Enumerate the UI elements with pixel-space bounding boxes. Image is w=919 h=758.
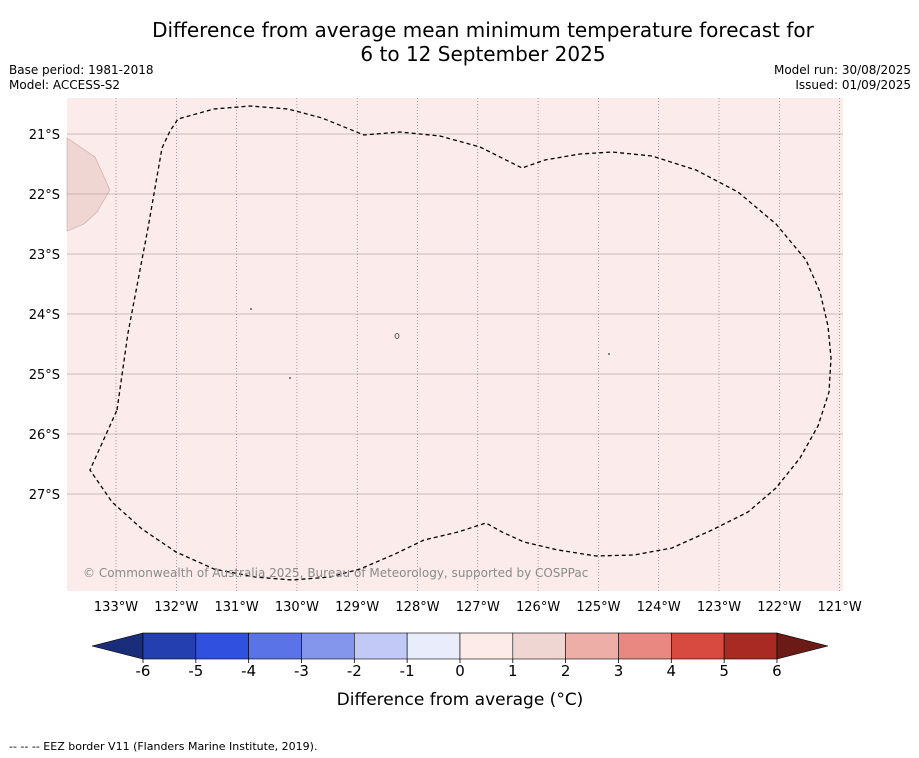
colorbar-tick-label: 5 [719, 662, 729, 680]
colorbar-tick-label: 2 [561, 662, 571, 680]
colorbar-segment [354, 632, 408, 660]
lon-label: 128°W [395, 600, 439, 615]
lat-label: 22°S [29, 188, 60, 203]
colorbar-segment [723, 632, 778, 660]
colorbar [91, 632, 829, 660]
island-2 [394, 333, 400, 339]
colorbar-under-arrow [91, 632, 144, 660]
chart-title: Difference from average mean minimum tem… [0, 18, 919, 66]
colorbar-tick-label: 4 [667, 662, 677, 680]
lat-label: 24°S [29, 308, 60, 323]
lat-label: 25°S [29, 368, 60, 383]
meta-right: Model run: 30/08/2025 Issued: 01/09/2025 [774, 63, 911, 93]
lon-label: 130°W [275, 600, 319, 615]
colorbar-tick-label: -2 [347, 662, 362, 680]
colorbar-ticks: -6 -5 -4 -3 -2 -1 0 1 2 3 4 5 6 [136, 659, 782, 680]
colorbar-segment [512, 632, 566, 660]
colorbar-tick-label: 6 [772, 662, 782, 680]
colorbar-tick-label: 3 [614, 662, 624, 680]
colorbar-segment [142, 632, 197, 660]
colorbar-tick-label: -4 [241, 662, 256, 680]
model-run: Model run: 30/08/2025 [773, 63, 911, 77]
eez-border [89, 105, 832, 581]
colorbar-segment [565, 632, 619, 660]
colorbar-tick-label: -3 [294, 662, 309, 680]
colorbar-segment [406, 632, 461, 660]
island-4 [289, 377, 291, 379]
lon-label: 132°W [154, 600, 198, 615]
colorbar-label: Difference from average (°C) [337, 690, 584, 710]
colorbar-tick-label: 0 [455, 662, 465, 680]
lon-label: 129°W [335, 600, 379, 615]
lon-label: 124°W [637, 600, 681, 615]
island-1 [250, 308, 252, 310]
colorbar-tick-label: -5 [188, 662, 203, 680]
title-line-2: 6 to 12 September 2025 [360, 42, 606, 66]
issued-date: Issued: 01/09/2025 [795, 78, 911, 92]
lon-label: 133°W [94, 600, 138, 615]
copyright-text: © Commonwealth of Australia 2025, Bureau… [83, 566, 588, 580]
colorbar-segment [618, 632, 672, 660]
lon-label: 125°W [576, 600, 620, 615]
lon-label: 127°W [456, 600, 500, 615]
colorbar-segment [459, 632, 514, 660]
graticule [67, 98, 843, 591]
colorbar-segment [195, 632, 249, 660]
meta-left: Base period: 1981-2018 Model: ACCESS-S2 [9, 63, 154, 93]
colorbar-tick-label: -1 [400, 662, 415, 680]
base-period: Base period: 1981-2018 [9, 63, 154, 77]
warm-patch [66, 137, 111, 232]
lat-label: 23°S [29, 248, 60, 263]
title-line-1: Difference from average mean minimum tem… [152, 18, 814, 42]
lon-label: 122°W [757, 600, 801, 615]
lon-label: 123°W [697, 600, 741, 615]
colorbar-over-arrow [776, 632, 829, 660]
latitude-labels: 21°S 22°S 23°S 24°S 25°S 26°S 27°S [29, 128, 60, 503]
map-area: © Commonwealth of Australia 2025, Bureau… [66, 98, 843, 591]
lon-label: 121°W [818, 600, 862, 615]
lat-label: 21°S [29, 128, 60, 143]
lat-label: 27°S [29, 488, 60, 503]
eez-legend-note: -- -- -- EEZ border V11 (Flanders Marine… [9, 740, 318, 753]
colorbar-segment [301, 632, 355, 660]
colorbar-tick-label: -6 [136, 662, 151, 680]
lon-label: 126°W [516, 600, 560, 615]
lon-label: 131°W [215, 600, 259, 615]
colorbar-tick-label: 1 [508, 662, 518, 680]
map-field [67, 98, 843, 591]
lat-label: 26°S [29, 428, 60, 443]
island-3 [608, 353, 610, 355]
colorbar-segment [670, 632, 725, 660]
colorbar-segment [248, 632, 302, 660]
longitude-labels: 133°W 132°W 131°W 130°W 129°W 128°W 127°W 126°W… [94, 600, 862, 615]
model-name: Model: ACCESS-S2 [9, 78, 121, 92]
